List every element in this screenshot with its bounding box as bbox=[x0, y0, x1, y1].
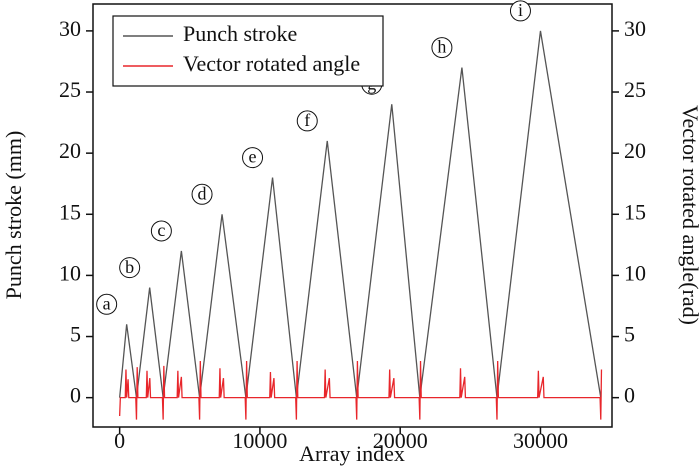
y2-tick-label: 10 bbox=[624, 260, 646, 285]
annotation-label: b bbox=[125, 257, 134, 277]
annotation-label: f bbox=[304, 110, 310, 130]
x-axis-label: Array index bbox=[299, 441, 405, 466]
y-tick-label: 10 bbox=[59, 260, 81, 285]
annotation-circle bbox=[431, 37, 453, 59]
y2-axis-label: Vector rotated angle(rad) bbox=[678, 105, 700, 325]
y2-tick-label: 0 bbox=[624, 383, 635, 408]
legend-label: Punch stroke bbox=[183, 21, 297, 46]
annotation-label: e bbox=[249, 147, 257, 167]
x-tick-label: 20000 bbox=[373, 428, 428, 453]
x-tick-label: 10000 bbox=[232, 428, 287, 453]
series-line bbox=[119, 360, 603, 420]
y2-tick-label: 15 bbox=[624, 199, 646, 224]
annotation-circle bbox=[509, 0, 531, 22]
y-axis-label: Punch stroke (mm) bbox=[1, 131, 26, 300]
y2-tick-label: 5 bbox=[624, 322, 635, 347]
annotation-label: d bbox=[198, 183, 207, 203]
annotation-label: c bbox=[157, 220, 165, 240]
annotation-circle bbox=[296, 110, 318, 132]
plot-frame bbox=[92, 3, 613, 428]
y-tick-label: 0 bbox=[70, 383, 81, 408]
annotation-label: a bbox=[103, 293, 111, 313]
legend-label: Vector rotated angle bbox=[183, 51, 360, 76]
y2-tick-label: 20 bbox=[624, 138, 646, 163]
annotation-circle bbox=[96, 293, 118, 315]
y-tick-label: 30 bbox=[59, 16, 81, 41]
legend-box bbox=[112, 15, 384, 87]
annotation-circle bbox=[191, 183, 213, 205]
annotation-circle bbox=[119, 257, 141, 279]
y-tick-label: 5 bbox=[70, 322, 81, 347]
y-tick-label: 15 bbox=[59, 199, 81, 224]
x-tick-label: 30000 bbox=[513, 428, 568, 453]
y2-tick-label: 30 bbox=[624, 16, 646, 41]
annotation-circle bbox=[242, 147, 264, 169]
y-tick-label: 20 bbox=[59, 138, 81, 163]
annotation-circle bbox=[150, 220, 172, 242]
series-line bbox=[119, 30, 602, 398]
x-tick-label: 0 bbox=[114, 428, 125, 453]
y2-tick-label: 25 bbox=[624, 77, 646, 102]
y-tick-label: 25 bbox=[59, 77, 81, 102]
annotation-label: h bbox=[437, 37, 446, 57]
annotation-label: i bbox=[518, 0, 523, 20]
